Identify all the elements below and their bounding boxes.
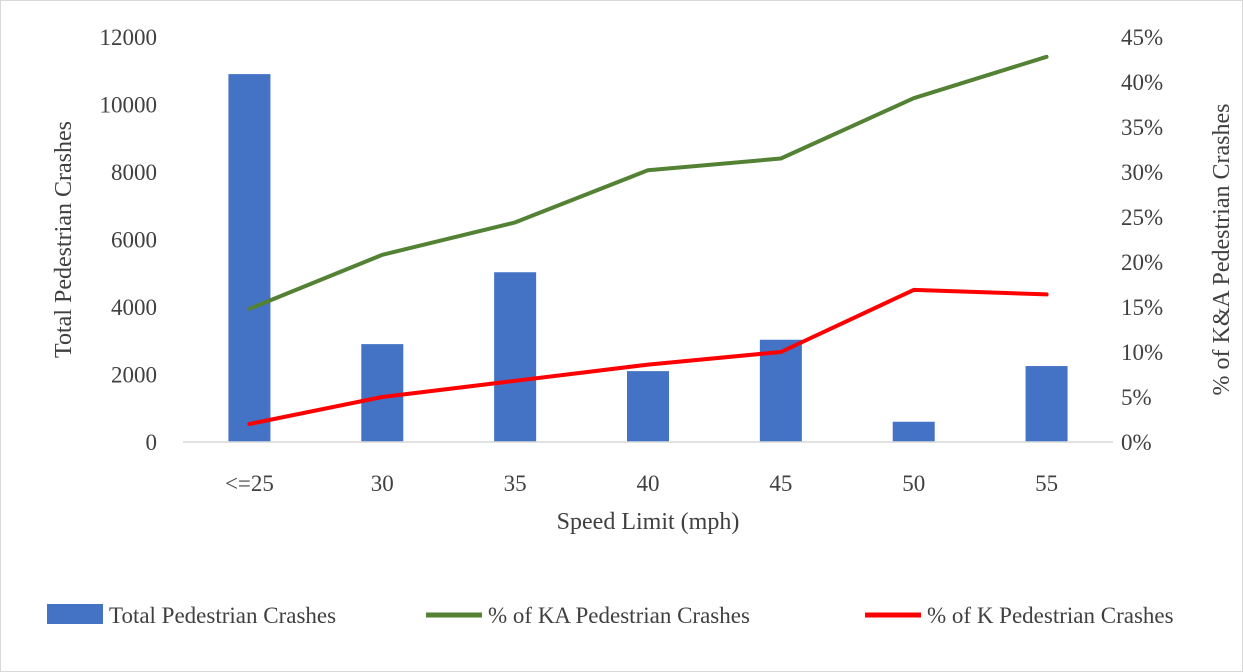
bar-5 <box>892 421 935 442</box>
y-tick-label: 4000 <box>111 295 157 320</box>
bar-3 <box>627 371 669 442</box>
y2-tick-label: 25% <box>1121 205 1163 230</box>
x-tick-label: 45 <box>769 471 792 496</box>
x-tick-label: 55 <box>1035 471 1058 496</box>
x-axis-title: Speed Limit (mph) <box>557 509 740 535</box>
bar-1 <box>361 344 404 442</box>
legend: Total Pedestrian Crashes % of KA Pedestri… <box>47 603 1174 628</box>
legend-label: Total Pedestrian Crashes <box>109 603 336 628</box>
y-tick-label: 8000 <box>111 160 157 185</box>
y-tick-label: 6000 <box>111 228 157 253</box>
y2-tick-label: 30% <box>1121 160 1163 185</box>
x-axis-ticks: <=25 30 35 40 45 50 55 <box>225 471 1058 496</box>
y-tick-label: 0 <box>146 430 158 455</box>
y-tick-label: 10000 <box>100 93 158 118</box>
legend-label: % of K Pedestrian Crashes <box>927 603 1174 628</box>
bar-6 <box>1025 366 1068 442</box>
bar-series <box>228 74 1068 442</box>
x-tick-label: 30 <box>371 471 394 496</box>
y-axis-right-ticks: 0% 5% 10% 15% 20% 25% 30% 35% 40% 45% <box>1121 25 1163 455</box>
x-tick-label: 40 <box>637 471 660 496</box>
x-tick-label: <=25 <box>225 471 274 496</box>
y-axis-right-title: % of K&A Pedestrian Crashes <box>1209 104 1235 396</box>
x-tick-label: 35 <box>504 471 527 496</box>
line-series-1 <box>247 287 1049 426</box>
legend-swatch-bar <box>47 604 103 624</box>
y2-tick-label: 45% <box>1121 25 1163 50</box>
y2-tick-label: 35% <box>1121 115 1163 140</box>
line-series <box>247 54 1049 426</box>
y2-tick-label: 10% <box>1121 340 1163 365</box>
x-tick-label: 50 <box>902 471 925 496</box>
bar-4 <box>759 339 802 442</box>
bar-2 <box>494 272 537 442</box>
y-axis-left-ticks: 0 2000 4000 6000 8000 10000 12000 <box>100 25 158 455</box>
y-axis-left-title: Total Pedestrian Crashes <box>51 121 77 358</box>
legend-label: % of KA Pedestrian Crashes <box>488 603 750 628</box>
y2-tick-label: 0% <box>1121 430 1152 455</box>
y-tick-label: 2000 <box>111 363 157 388</box>
y2-tick-label: 40% <box>1121 70 1163 95</box>
y2-tick-label: 20% <box>1121 250 1163 275</box>
y2-tick-label: 5% <box>1121 385 1152 410</box>
y-tick-label: 12000 <box>100 25 158 50</box>
bar-0 <box>228 74 271 442</box>
y2-tick-label: 15% <box>1121 295 1163 320</box>
line-series-0 <box>247 54 1049 311</box>
